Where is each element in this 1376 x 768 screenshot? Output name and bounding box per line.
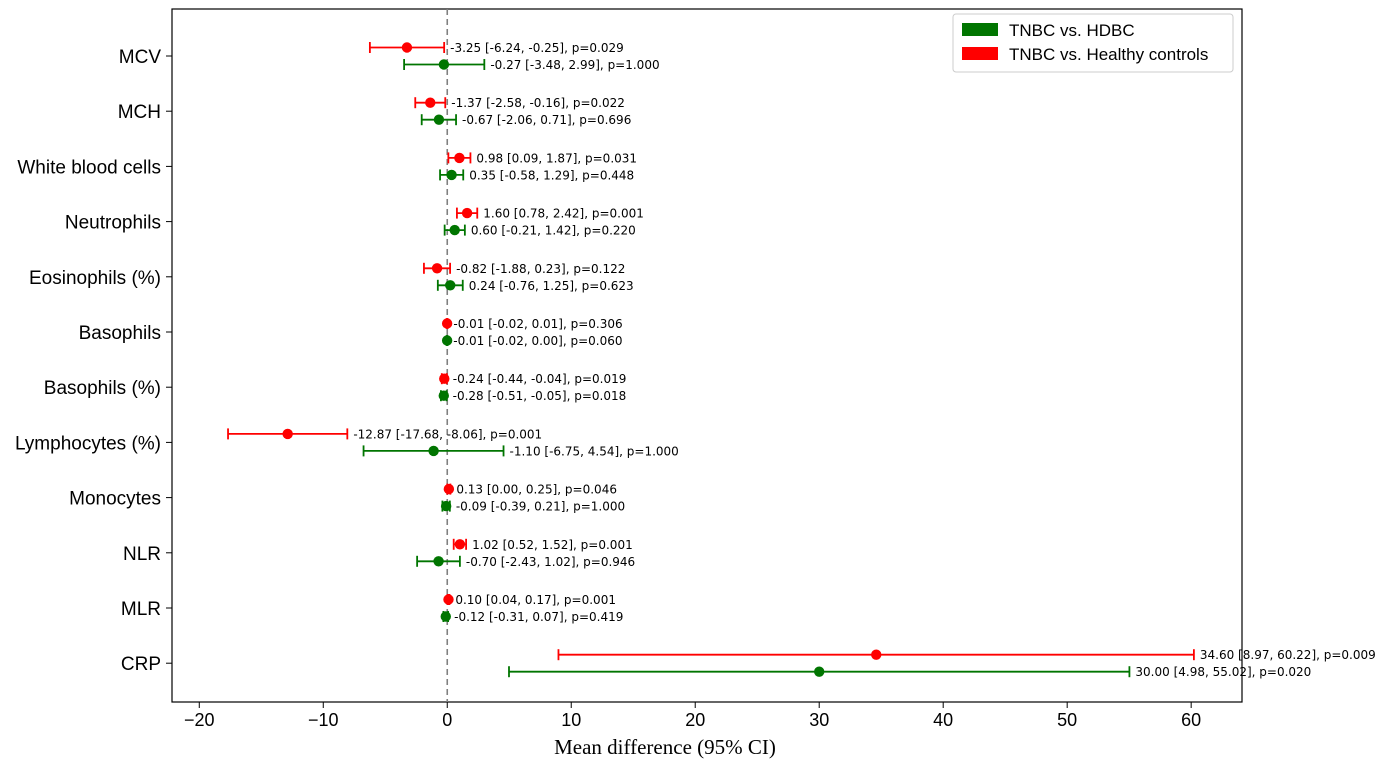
mean-point xyxy=(443,483,455,495)
y-axis: MCV MCH White blood cells Neutrophils Eosino… xyxy=(15,47,172,675)
mean-point xyxy=(440,611,451,622)
y-tick-label: MCH xyxy=(118,102,161,123)
x-axis: −20 −10 0 10 20 30 40 50 60 xyxy=(184,702,1201,730)
value-annotation: 0.24 [-0.76, 1.25], p=0.623 xyxy=(469,279,634,293)
value-annotation: 0.98 [0.09, 1.87], p=0.031 xyxy=(476,151,637,165)
x-tick-label: 50 xyxy=(1057,710,1077,730)
mean-point xyxy=(282,428,293,440)
x-tick-label: −20 xyxy=(184,710,215,730)
mean-point xyxy=(440,500,452,512)
value-annotation: 30.00 [4.98, 55.02], p=0.020 xyxy=(1135,665,1311,679)
legend-label: TNBC vs. Healthy controls xyxy=(1009,45,1208,64)
mean-point xyxy=(871,649,882,660)
value-annotation: -3.25 [-6.24, -0.25], p=0.029 xyxy=(450,41,624,55)
mean-point xyxy=(454,152,465,164)
value-annotation: -1.37 [-2.58, -0.16], p=0.022 xyxy=(451,96,625,110)
value-annotation: 0.13 [0.00, 0.25], p=0.046 xyxy=(456,483,617,497)
plot-frame xyxy=(171,8,1243,703)
mean-point xyxy=(445,280,456,291)
y-tick-label: White blood cells xyxy=(17,157,161,178)
legend-swatch xyxy=(962,47,998,60)
value-annotation: 0.35 [-0.58, 1.29], p=0.448 xyxy=(469,168,634,182)
mean-point xyxy=(814,666,825,677)
chart-marks xyxy=(227,42,1195,678)
value-annotation: 0.10 [0.04, 0.17], p=0.001 xyxy=(455,593,616,607)
value-annotation: -0.67 [-2.06, 0.71], p=0.696 xyxy=(462,113,631,127)
legend-frame xyxy=(952,13,1234,73)
y-tick-label: MLR xyxy=(121,599,161,620)
annotations: -3.25 [-6.24, -0.25], p=0.029 -1.37 [-2.5… xyxy=(353,41,1375,679)
value-annotation: -0.70 [-2.43, 1.02], p=0.946 xyxy=(466,555,635,569)
mean-point xyxy=(443,594,454,605)
x-tick-label: −10 xyxy=(308,710,339,730)
y-tick-label: CRP xyxy=(121,654,161,675)
mean-point xyxy=(438,59,450,70)
value-annotation: -0.27 [-3.48, 2.99], p=1.000 xyxy=(490,58,659,72)
value-annotation: -0.09 [-0.39, 0.21], p=1.000 xyxy=(456,500,625,514)
value-annotation: -0.24 [-0.44, -0.04], p=0.019 xyxy=(453,372,627,386)
mean-point xyxy=(446,169,457,181)
y-tick-label: Basophils xyxy=(79,323,161,344)
y-tick-label: NLR xyxy=(123,544,161,565)
value-annotation: -0.28 [-0.51, -0.05], p=0.018 xyxy=(453,389,627,403)
mean-point xyxy=(433,556,444,567)
value-annotation: -0.82 [-1.88, 0.23], p=0.122 xyxy=(456,262,625,276)
mean-point xyxy=(441,335,453,346)
mean-point xyxy=(438,390,449,401)
x-tick-label: 20 xyxy=(685,710,705,730)
legend: TNBC vs. HDBC TNBC vs. Healthy controls xyxy=(952,13,1234,73)
value-annotation: -0.01 [-0.02, 0.01], p=0.306 xyxy=(453,317,622,331)
value-annotation: 1.60 [0.78, 2.42], p=0.001 xyxy=(483,207,644,221)
x-tick-label: 60 xyxy=(1181,710,1201,730)
value-annotation: -0.01 [-0.02, 0.00], p=0.060 xyxy=(453,334,622,348)
value-annotation: -12.87 [-17.68, -8.06], p=0.001 xyxy=(353,427,542,441)
value-annotation: -0.12 [-0.31, 0.07], p=0.419 xyxy=(454,610,623,624)
y-tick-label: Basophils (%) xyxy=(44,378,161,399)
value-annotation: -1.10 [-6.75, 4.54], p=1.000 xyxy=(510,444,679,458)
value-annotation: 0.60 [-0.21, 1.42], p=0.220 xyxy=(471,224,636,238)
mean-point xyxy=(431,263,443,274)
mean-point xyxy=(428,445,439,457)
x-tick-label: 0 xyxy=(442,710,452,730)
x-axis-title: Mean difference (95% CI) xyxy=(554,735,776,759)
mean-point xyxy=(425,97,436,108)
mean-point xyxy=(449,224,460,236)
legend-label: TNBC vs. HDBC xyxy=(1009,21,1135,40)
mean-point xyxy=(439,373,450,384)
value-annotation: 1.02 [0.52, 1.52], p=0.001 xyxy=(472,538,633,552)
x-tick-label: 40 xyxy=(933,710,953,730)
value-annotation: 34.60 [8.97, 60.22], p=0.009 xyxy=(1200,648,1376,662)
mean-point xyxy=(441,318,453,329)
y-tick-label: Neutrophils xyxy=(65,213,161,234)
y-tick-label: MCV xyxy=(119,47,162,68)
mean-point xyxy=(461,207,473,219)
mean-point xyxy=(454,539,466,550)
x-tick-label: 30 xyxy=(809,710,829,730)
y-tick-label: Lymphocytes (%) xyxy=(15,433,161,454)
legend-swatch xyxy=(962,23,998,36)
mean-point xyxy=(433,114,445,125)
y-tick-label: Eosinophils (%) xyxy=(29,268,161,289)
mean-point xyxy=(401,42,413,53)
x-tick-label: 10 xyxy=(561,710,581,730)
y-tick-label: Monocytes xyxy=(69,489,161,510)
